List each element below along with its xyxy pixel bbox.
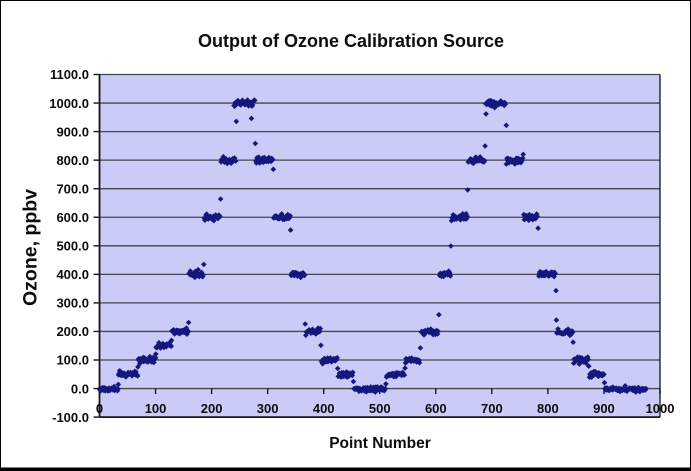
svg-text:300: 300	[257, 401, 279, 416]
svg-text:1000: 1000	[646, 401, 675, 416]
svg-text:800.0: 800.0	[56, 153, 89, 168]
svg-text:400: 400	[313, 401, 335, 416]
svg-text:200.0: 200.0	[56, 324, 89, 339]
svg-text:300.0: 300.0	[56, 296, 89, 311]
svg-text:100.0: 100.0	[56, 353, 89, 368]
svg-text:100: 100	[145, 401, 167, 416]
svg-text:1000.0: 1000.0	[49, 96, 89, 111]
svg-text:700.0: 700.0	[56, 181, 89, 196]
svg-text:-100.0: -100.0	[52, 410, 89, 425]
svg-text:900: 900	[593, 401, 615, 416]
svg-text:200: 200	[201, 401, 223, 416]
svg-text:600.0: 600.0	[56, 210, 89, 225]
svg-text:1100.0: 1100.0	[50, 67, 89, 82]
svg-text:Ozone, ppbv: Ozone, ppbv	[20, 189, 42, 306]
svg-text:800: 800	[537, 401, 559, 416]
svg-text:900.0: 900.0	[56, 124, 89, 139]
svg-text:Output of Ozone Calibration So: Output of Ozone Calibration Source	[198, 31, 504, 51]
svg-text:0: 0	[96, 401, 103, 416]
svg-text:500.0: 500.0	[56, 239, 89, 254]
svg-text:500: 500	[369, 401, 391, 416]
svg-text:0.0: 0.0	[71, 381, 89, 396]
svg-text:700: 700	[481, 401, 503, 416]
svg-text:400.0: 400.0	[56, 267, 89, 282]
svg-text:Point Number: Point Number	[329, 435, 431, 452]
svg-text:600: 600	[425, 401, 447, 416]
